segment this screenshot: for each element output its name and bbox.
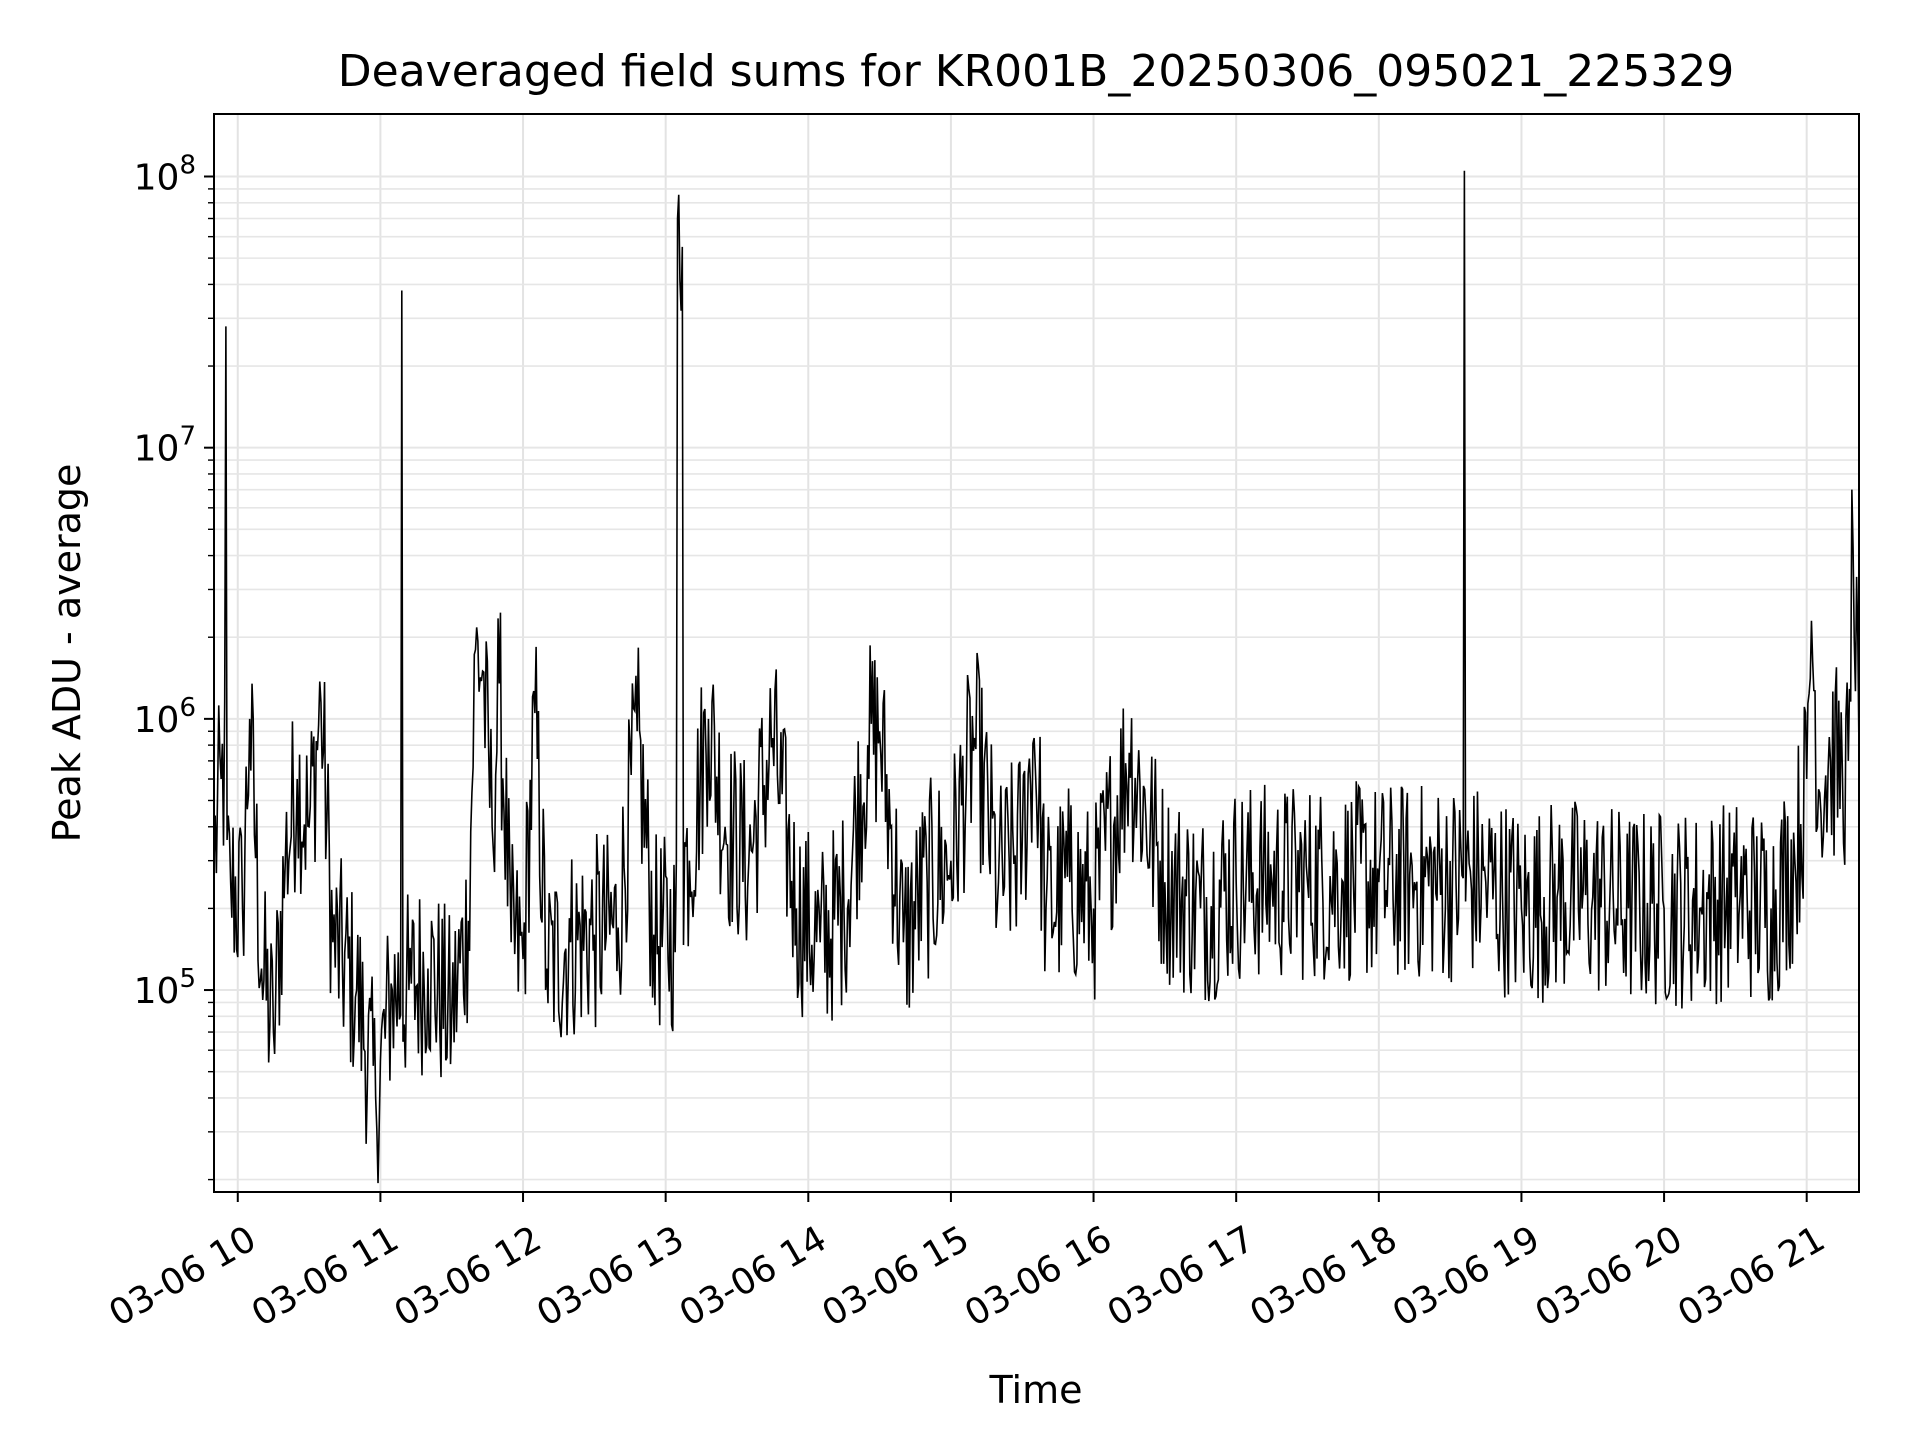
y-axis: 105 106 107 108 (134, 150, 214, 1181)
series-line (214, 170, 1859, 1184)
chart-title: Deaveraged field sums for KR001B_2025030… (338, 46, 1734, 97)
x-axis-label: Time (989, 1368, 1083, 1412)
y-tick-label: 106 (134, 693, 196, 741)
y-axis-label: Peak ADU - average (45, 464, 89, 843)
plot-frame (213, 113, 1860, 1193)
y-tick-label: 105 (134, 964, 196, 1012)
y-tick-label: 108 (134, 150, 196, 198)
plot-area (214, 170, 1859, 1184)
y-tick-label: 107 (134, 422, 196, 470)
